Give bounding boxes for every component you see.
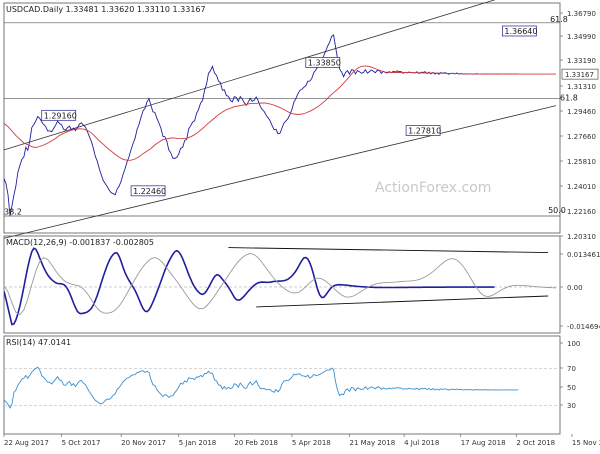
annotation-label: 1.29160 bbox=[44, 111, 77, 120]
x-tick-label: 2 Oct 2018 bbox=[516, 439, 555, 447]
panel-title-rsi: RSI(14) 47.0141 bbox=[6, 338, 71, 347]
y-tick-label: 1.22160 bbox=[567, 208, 596, 216]
annotation-label: 61.8 bbox=[560, 93, 578, 102]
panel-title-macd: MACD(12,26,9) -0.001837 -0.002805 bbox=[6, 238, 154, 247]
x-tick-label: 22 Aug 2017 bbox=[4, 439, 49, 447]
annotation-label: 50.0 bbox=[548, 206, 566, 215]
x-tick-label: 4 Jul 2018 bbox=[404, 439, 439, 447]
annotation-box bbox=[405, 125, 441, 136]
annotation-group: 1.22460 bbox=[130, 185, 166, 197]
y-tick-label: 1.25810 bbox=[567, 158, 596, 166]
annotation-box bbox=[502, 25, 537, 37]
annotation-group: 50.0 bbox=[548, 206, 566, 215]
y-tick-label: 70 bbox=[567, 365, 576, 373]
annotation-box bbox=[305, 57, 341, 68]
y-tick-label: 1.29460 bbox=[567, 108, 596, 116]
series-line-rsi-0 bbox=[4, 366, 519, 409]
annotation-label: 1.33850 bbox=[308, 58, 341, 67]
annotation-group: 1.33850 bbox=[305, 57, 341, 68]
x-tick-label: 5 Jan 2018 bbox=[179, 439, 217, 447]
y-tick-label: 1.27660 bbox=[567, 133, 596, 141]
y-tick-label: 0.013461 bbox=[567, 251, 600, 259]
panel-frame-rsi bbox=[3, 335, 561, 435]
series-line-macd-2 bbox=[256, 295, 549, 308]
annotation-group: 61.8 bbox=[550, 15, 568, 24]
series-line-macd-1 bbox=[4, 253, 557, 316]
y-tick-label: 1.20310 bbox=[567, 233, 596, 241]
watermark: ActionForex.com bbox=[375, 180, 491, 196]
annotation-group: 1.36640 bbox=[502, 25, 537, 37]
last-value-label: 1.33167 bbox=[565, 71, 594, 79]
channel-line bbox=[3, 105, 557, 239]
x-tick-label: 20 Nov 2017 bbox=[121, 439, 166, 447]
panel-frame-macd bbox=[3, 235, 561, 334]
y-tick-label: 1.36790 bbox=[567, 10, 596, 18]
y-tick-label: 1.34990 bbox=[567, 33, 596, 41]
channel-line bbox=[3, 0, 496, 151]
y-tick-label: 0.00 bbox=[567, 284, 583, 292]
x-tick-label: 21 May 2018 bbox=[350, 439, 396, 447]
annotation-label: 61.8 bbox=[550, 15, 568, 24]
x-tick-label: 5 Apr 2018 bbox=[292, 439, 331, 447]
annotation-label: 1.22460 bbox=[133, 187, 166, 196]
annotation-label: 1.36640 bbox=[504, 27, 537, 36]
panel-title-price: USDCAD.Daily 1.33481 1.33620 1.33110 1.3… bbox=[6, 5, 206, 14]
y-tick-label: 100 bbox=[567, 340, 580, 348]
annotation-label: 38.2 bbox=[4, 208, 22, 217]
annotation-group: 1.29160 bbox=[41, 109, 77, 121]
y-tick-label: 1.24010 bbox=[567, 183, 596, 191]
series-line-macd-0 bbox=[4, 247, 495, 326]
series-line-macd-3 bbox=[228, 247, 549, 254]
annotation-label: 1.27810 bbox=[408, 127, 441, 136]
panel-frame-price bbox=[3, 2, 561, 234]
y-tick-label: 30 bbox=[567, 402, 576, 410]
y-tick-label: 1.31310 bbox=[567, 83, 596, 91]
annotation-group: 1.27810 bbox=[405, 125, 441, 136]
annotation-group: 61.8 bbox=[560, 93, 578, 102]
x-tick-label: 20 Feb 2018 bbox=[234, 439, 278, 447]
annotation-box bbox=[130, 185, 166, 197]
y-tick-label: 1.33190 bbox=[567, 57, 596, 65]
y-tick-label: 50 bbox=[567, 384, 576, 392]
y-tick-label: -0.014694 bbox=[567, 323, 600, 331]
x-tick-label: 5 Oct 2017 bbox=[62, 439, 101, 447]
x-tick-label: 17 Aug 2018 bbox=[461, 439, 506, 447]
last-value-box bbox=[561, 68, 599, 80]
x-tick-label: 15 Nov 2018 bbox=[572, 439, 600, 447]
series-line-price-1 bbox=[4, 65, 556, 161]
annotation-box bbox=[41, 109, 77, 121]
annotation-group: 38.2 bbox=[4, 208, 22, 217]
